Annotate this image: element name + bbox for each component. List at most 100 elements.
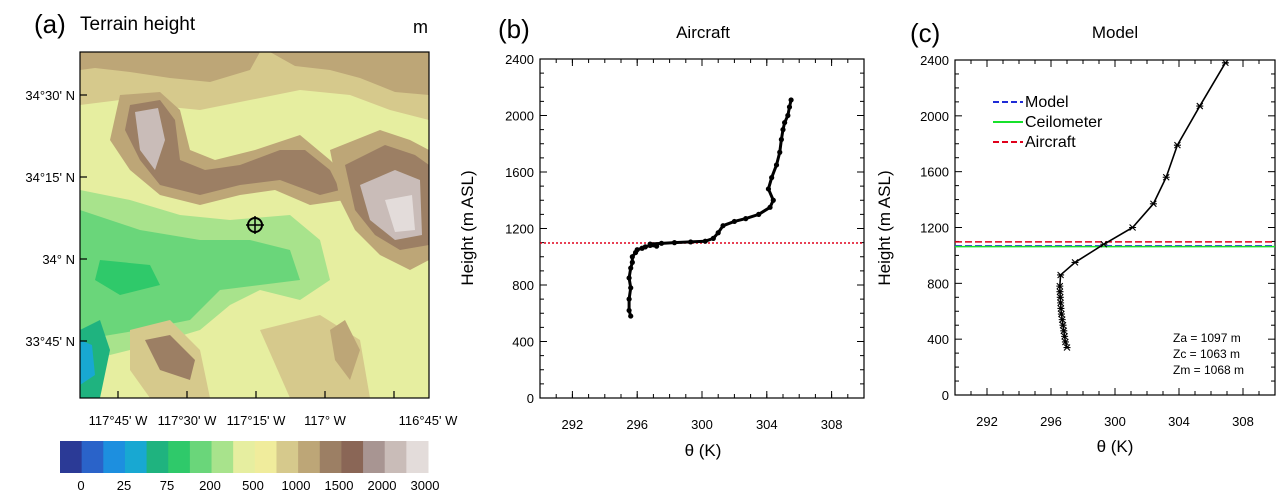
colorbar-label: 2000 xyxy=(368,478,397,493)
x-tick-label: 292 xyxy=(562,417,584,432)
data-point xyxy=(785,112,791,119)
panel-c-ylabel: Height (m ASL) xyxy=(875,170,894,285)
colorbar-label: 1500 xyxy=(325,478,354,493)
data-point xyxy=(628,313,634,319)
y-tick-label: 1200 xyxy=(920,221,949,236)
colorbar-label: 75 xyxy=(160,478,174,493)
y-tick-label: 800 xyxy=(927,276,949,291)
panel-b-ylabel: Height (m ASL) xyxy=(458,170,477,285)
x-tick-label: 300 xyxy=(691,417,713,432)
data-point xyxy=(1057,271,1065,279)
data-point xyxy=(1061,338,1069,346)
colorbar-swatch xyxy=(189,441,213,473)
y-tick-label: 2000 xyxy=(505,109,534,124)
x-tick-label: 296 xyxy=(626,417,648,432)
x-tick-label: 292 xyxy=(976,414,998,429)
data-point xyxy=(731,218,738,225)
map-ticks xyxy=(80,94,395,398)
data-point xyxy=(626,296,632,302)
annotation-zc: Zc = 1063 m xyxy=(1173,347,1240,361)
x-tick-label: 304 xyxy=(756,417,778,432)
data-point xyxy=(1061,332,1069,340)
panel-c-label: (c) xyxy=(910,18,940,48)
data-point xyxy=(1057,305,1065,312)
annotation-za: Za = 1097 m xyxy=(1173,331,1241,345)
colorbar-swatch xyxy=(211,441,234,473)
x-tick-label: 308 xyxy=(821,417,843,432)
data-point xyxy=(1060,327,1068,335)
data-point xyxy=(629,254,635,260)
panel-c: (c) Model 0 400 800 1200 1600 2000 2400 292 296 3… xyxy=(875,18,1276,456)
data-point xyxy=(702,238,708,244)
data-point xyxy=(715,230,721,236)
map-x-tick-label: 117°15' W xyxy=(227,413,286,428)
profile-line xyxy=(627,99,793,317)
data-point xyxy=(786,104,793,110)
panel-b-xlabel: θ (K) xyxy=(685,441,722,460)
legend-label-model: Model xyxy=(1025,94,1069,111)
y-tick-label: 400 xyxy=(512,335,534,350)
colorbar-swatch xyxy=(406,441,429,473)
data-point xyxy=(1100,240,1108,248)
data-point xyxy=(788,97,794,103)
x-tick-label: 308 xyxy=(1232,414,1254,429)
colorbar-swatch xyxy=(146,441,169,473)
colorbar-label: 1000 xyxy=(282,478,311,493)
data-point xyxy=(765,186,772,192)
data-point xyxy=(1058,316,1066,324)
map-x-tick-label: 117°45' W xyxy=(89,413,148,428)
terrain-map xyxy=(80,52,429,398)
data-point xyxy=(710,235,716,241)
model-profile xyxy=(1056,60,1229,351)
data-point xyxy=(1057,299,1065,307)
panel-b-label: (b) xyxy=(498,14,530,44)
map-y-tick-label: 34°30' N xyxy=(25,88,75,103)
colorbar-label: 200 xyxy=(199,478,221,493)
colorbar-swatch xyxy=(319,441,342,473)
data-point xyxy=(773,162,780,168)
map-y-tick-label: 34° N xyxy=(42,252,75,267)
data-point xyxy=(1056,288,1064,296)
panel-c-title: Model xyxy=(1092,23,1138,42)
colorbar xyxy=(60,441,429,473)
colorbar-swatch xyxy=(384,441,407,473)
colorbar-swatch xyxy=(60,441,83,473)
y-tick-label: 1600 xyxy=(505,165,534,180)
data-point xyxy=(770,197,776,203)
data-point xyxy=(1129,224,1137,231)
colorbar-swatch xyxy=(363,441,386,473)
panel-b-title: Aircraft xyxy=(676,23,730,42)
colorbar-swatch xyxy=(341,441,364,473)
y-tick-label: 800 xyxy=(512,278,534,293)
colorbar-label: 25 xyxy=(117,478,131,493)
map-x-tick-label: 117°30' W xyxy=(158,413,217,428)
data-point xyxy=(688,239,694,245)
data-point xyxy=(1056,293,1064,301)
data-point xyxy=(671,240,678,246)
data-point xyxy=(1221,60,1229,67)
data-point xyxy=(1059,321,1067,329)
y-tick-label: 1200 xyxy=(505,222,534,237)
data-point xyxy=(642,244,648,250)
data-point xyxy=(777,149,783,155)
panel-a-title: Terrain height xyxy=(80,14,196,35)
colorbar-label: 3000 xyxy=(411,478,440,493)
colorbar-swatch xyxy=(233,441,256,473)
legend-label-aircraft: Aircraft xyxy=(1025,134,1076,151)
y-tick-label: 0 xyxy=(527,391,534,406)
x-tick-label: 296 xyxy=(1040,414,1062,429)
data-point xyxy=(1071,259,1079,266)
legend: Model Ceilometer Aircraft xyxy=(993,94,1103,151)
plot-frame-b xyxy=(539,58,865,399)
data-point xyxy=(767,204,773,210)
panel-a-label: (a) xyxy=(34,9,66,39)
axes-b: 0 400 800 1200 1600 2000 2400 292 296 300 304 308 xyxy=(505,52,865,432)
map-y-tick-label: 34°15' N xyxy=(25,170,75,185)
panel-b: (b) Aircraft 0 400 800 1200 1600 2000 2400 292 2… xyxy=(458,14,865,460)
colorbar-swatch xyxy=(168,441,191,473)
map-y-tick-label: 33°45' N xyxy=(25,334,75,349)
annotation-zm: Zm = 1068 m xyxy=(1173,363,1244,377)
colorbar-swatch xyxy=(124,441,148,473)
boundary-layer-lines xyxy=(955,241,1275,248)
data-point xyxy=(628,285,634,291)
